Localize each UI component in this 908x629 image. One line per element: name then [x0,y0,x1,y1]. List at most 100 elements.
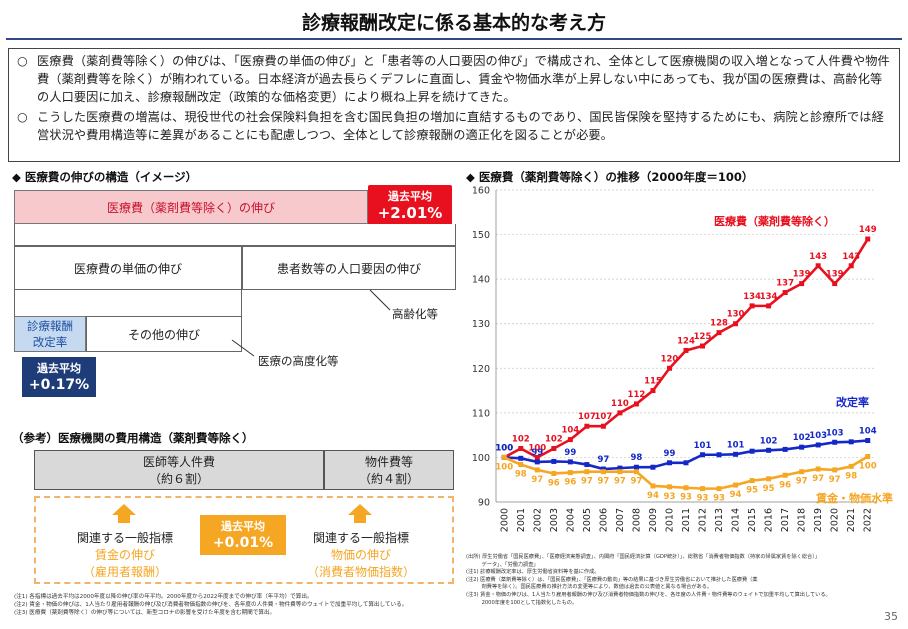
data-point [534,467,540,473]
x-tick-label: 2019 [813,508,824,532]
other-growth-box: その他の伸び [86,316,242,352]
data-point [832,467,838,473]
x-tick-label: 2002 [532,508,543,532]
right-note: (注2) 医療費（薬剤費等除く）は、「国民医療費」、「医療費の動向」等の結果に基… [466,576,758,583]
y-tick-label: 90 [478,498,490,509]
data-label: 134 [760,292,778,302]
data-point [716,330,722,336]
data-point [518,462,524,468]
data-point [766,447,772,453]
y-tick-label: 140 [472,275,490,286]
page-number: 35 [884,610,898,623]
data-label: 96 [564,478,576,488]
data-label: 139 [793,270,811,280]
data-point [865,236,871,242]
cost-average-badge: 過去平均 +0.01% [200,515,286,555]
data-label: 97 [631,477,643,487]
x-tick-label: 2004 [565,508,576,532]
y-tick-label: 100 [472,453,490,464]
data-point [815,442,821,448]
data-point [700,486,706,492]
data-point [650,388,656,394]
data-point [766,303,772,309]
right-note: 剤費等を除く）。国民医療費の推計方法の変更等により、数値は過去の公表値と異なる場… [466,584,713,591]
right-note: データ」、「労働力調査」 [466,561,539,568]
left-note: (注1) 各指標は過去平均は2000年度以降の伸び率の年平均。2000年度から2… [14,594,313,600]
x-tick-label: 2000 [499,508,510,532]
data-point [666,460,672,466]
summary-box: ○ 医療費（薬剤費等除く）の伸びは、「医療費の単価の伸び」と「患者等の人口要因の… [8,48,900,162]
right-note: (注3) 賃金・物価の伸びは、1人当たり雇用者報酬の伸び及び消費者物価指数の伸び… [466,591,831,598]
personnel-indicator-title: 関連する一般指標 [76,531,173,545]
data-label: 98 [631,453,643,463]
unit-price-box: 医療費の単価の伸び [14,246,242,290]
data-label: 101 [694,441,712,451]
data-point [865,437,871,443]
data-label: 95 [746,486,758,496]
data-label: 97 [812,474,824,484]
data-point [848,463,854,469]
data-label: 102 [760,436,778,446]
data-label: 143 [809,252,827,262]
data-label: 96 [779,480,791,490]
y-tick-label: 160 [472,186,490,197]
data-point [815,466,821,472]
data-point [600,423,606,429]
data-label: 97 [597,477,609,487]
data-point [567,437,573,443]
data-label: 98 [515,470,527,480]
data-point [584,423,590,429]
advance-annotation: 医療の高度化等 [258,354,339,368]
unit-price-label: 医療費の単価の伸び [73,261,182,276]
data-label: 93 [664,492,676,502]
structure-spacer-row [14,224,456,246]
data-label: 93 [697,494,709,504]
data-point [766,476,772,482]
x-tick-label: 2017 [780,508,791,532]
data-label: 93 [680,493,692,503]
data-point [700,343,706,349]
personnel-cost-box: 医師等人件費 （約６割） [34,450,324,490]
data-label: 100 [859,462,877,472]
data-point [617,469,623,475]
x-tick-label: 2006 [598,508,609,532]
data-point [700,452,706,458]
y-tick-label: 130 [472,319,490,330]
data-label: 102 [512,435,530,445]
x-tick-label: 2001 [516,508,527,532]
data-label: 107 [578,412,596,422]
data-label: 139 [826,270,844,280]
data-label: 97 [829,475,841,485]
x-tick-label: 2018 [797,508,808,532]
data-point [617,465,623,471]
data-point [584,469,590,475]
data-label: 99 [564,448,576,458]
data-label: 110 [611,399,629,409]
data-point [749,448,755,454]
bullet-mark: ○ [17,54,28,68]
population-box: 患者数等の人口要因の伸び [242,246,456,290]
data-point [584,462,590,468]
data-label: 99 [664,449,676,459]
data-point [650,464,656,470]
personnel-indicator-sub: 賃金の伸び （雇用者報酬） [82,548,167,579]
data-point [650,483,656,489]
personnel-indicator: 関連する一般指標 賃金の伸び （雇用者報酬） [60,530,190,581]
data-label: 96 [548,478,560,488]
right-note: 2000年度を100として指数化したもの。 [466,599,578,606]
data-label: 137 [776,279,794,289]
revision-rate-label: 診療報酬 改定率 [27,319,73,349]
summary-bullet-1: ○ 医療費（薬剤費等除く）の伸びは、「医療費の単価の伸び」と「患者等の人口要因の… [17,52,893,106]
data-point [518,455,524,461]
x-tick-label: 2003 [549,508,560,532]
data-label: 125 [694,332,712,342]
data-label: 94 [730,490,742,500]
data-label: 97 [531,475,543,485]
data-point [633,464,639,470]
y-tick-label: 110 [472,408,490,419]
title-underline [6,38,902,40]
data-label: 100 [495,443,513,453]
data-label: 120 [661,354,679,364]
data-point [815,263,821,269]
revision-rate-box: 診療報酬 改定率 [14,316,86,352]
